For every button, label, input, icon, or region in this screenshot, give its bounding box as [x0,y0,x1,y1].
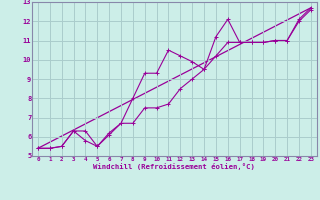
X-axis label: Windchill (Refroidissement éolien,°C): Windchill (Refroidissement éolien,°C) [93,163,255,170]
